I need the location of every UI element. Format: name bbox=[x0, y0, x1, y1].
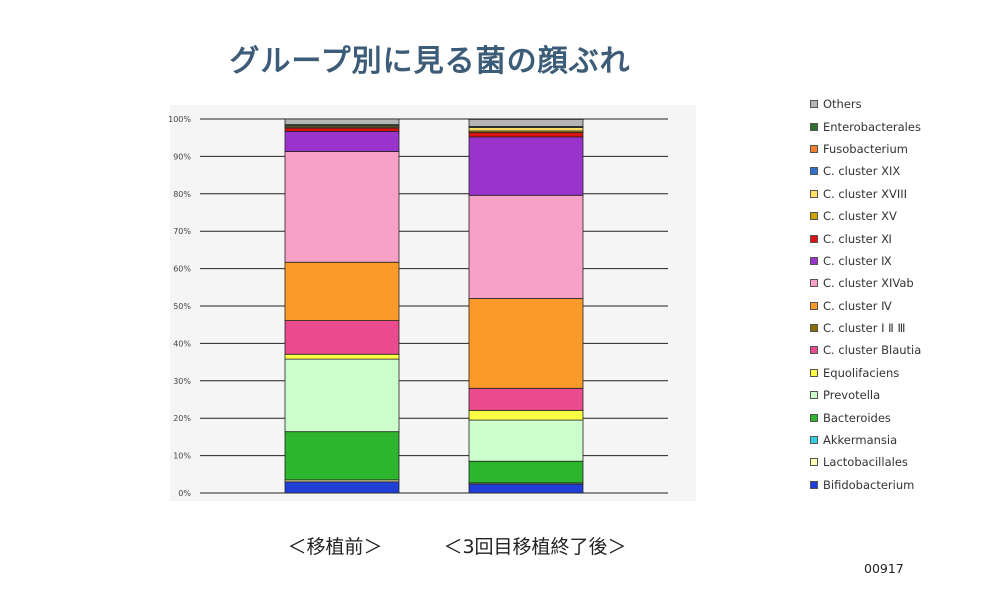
y-tick-label: 50% bbox=[173, 302, 191, 311]
bar-segment bbox=[284, 151, 400, 263]
bar-segment bbox=[284, 431, 400, 481]
bar-segment bbox=[284, 320, 400, 355]
legend-item: Others bbox=[810, 93, 921, 115]
x-category-after: ＜3回目移植終了後＞ bbox=[443, 536, 627, 558]
legend-item: Bacteroides bbox=[810, 406, 921, 428]
bar-segment bbox=[468, 483, 584, 494]
x-category-before: ＜移植前＞ bbox=[287, 536, 383, 558]
bar-segment bbox=[284, 353, 400, 360]
legend-item: C. cluster Ⅰ Ⅱ Ⅲ bbox=[810, 317, 921, 339]
bar-segment bbox=[468, 136, 584, 196]
legend-label: C. cluster Ⅸ bbox=[823, 253, 892, 268]
legend-swatch bbox=[810, 480, 818, 489]
legend-item: Enterobacterales bbox=[810, 115, 921, 137]
bar-segment bbox=[468, 419, 584, 462]
bar-segment bbox=[468, 409, 584, 421]
legend-swatch bbox=[810, 189, 818, 198]
legend-item: C. cluster Blautia bbox=[810, 339, 921, 361]
plot-background bbox=[170, 105, 696, 501]
legend-item: C. cluster XIVab bbox=[810, 272, 921, 294]
page-number: 00917 bbox=[864, 561, 904, 576]
bar-segment bbox=[468, 118, 584, 127]
legend-item: Prevotella bbox=[810, 384, 921, 406]
bar-stack bbox=[284, 118, 400, 494]
legend-label: C. cluster Blautia bbox=[823, 343, 922, 358]
legend-label: Others bbox=[823, 97, 862, 112]
bar-segment bbox=[284, 358, 400, 433]
legend-label: C. cluster XV bbox=[823, 209, 897, 224]
y-tick-label: 70% bbox=[173, 227, 191, 236]
y-tick-label: 0% bbox=[178, 489, 191, 498]
legend-swatch bbox=[810, 368, 818, 377]
legend-item: C. cluster XV bbox=[810, 205, 921, 227]
legend-swatch bbox=[810, 279, 818, 288]
bar-segment bbox=[468, 194, 584, 299]
bar-segment bbox=[468, 298, 584, 389]
legend-swatch bbox=[810, 458, 818, 467]
legend-label: Enterobacterales bbox=[823, 119, 921, 134]
chart-title: グループ別に見る菌の顔ぶれ bbox=[229, 44, 631, 79]
legend-label: Akkermansia bbox=[823, 433, 898, 448]
legend-swatch bbox=[810, 391, 818, 400]
legend-label: C. cluster XVIII bbox=[823, 186, 908, 201]
y-tick-label: 80% bbox=[173, 190, 191, 199]
legend-swatch bbox=[810, 167, 818, 176]
legend-label: C. cluster Ⅺ bbox=[823, 231, 892, 246]
legend-item: Fusobacterium bbox=[810, 138, 921, 160]
legend-label: C. cluster XIX bbox=[823, 164, 901, 179]
y-tick-label: 60% bbox=[173, 265, 191, 274]
bar-segment bbox=[284, 261, 400, 321]
y-tick-label: 30% bbox=[173, 377, 191, 386]
legend-label: Bifidobacterium bbox=[823, 477, 915, 492]
bar-segment bbox=[468, 460, 584, 484]
gridlines: 0% 10% 20% 30% 40% 50% 60% 70% 80% 90% 100% bbox=[168, 115, 668, 498]
legend-item: C. cluster XVIII bbox=[810, 183, 921, 205]
legend-label: C. cluster Ⅰ Ⅱ Ⅲ bbox=[823, 321, 906, 336]
y-tick-label: 10% bbox=[173, 452, 191, 461]
legend-swatch bbox=[810, 324, 818, 333]
y-tick-label: 90% bbox=[173, 152, 191, 161]
legend: Others Enterobacterales Fusobacterium C. cl… bbox=[810, 93, 921, 496]
legend-swatch bbox=[810, 256, 818, 265]
legend-label: C. cluster Ⅳ bbox=[823, 298, 892, 313]
legend-swatch bbox=[810, 436, 818, 445]
legend-item: Bifidobacterium bbox=[810, 474, 921, 496]
y-tick-label: 20% bbox=[173, 414, 191, 423]
legend-item: Equolifaciens bbox=[810, 362, 921, 384]
bar-segment bbox=[284, 127, 400, 132]
legend-item: Akkermansia bbox=[810, 429, 921, 451]
legend-swatch bbox=[810, 301, 818, 310]
legend-label: C. cluster XIVab bbox=[823, 276, 914, 291]
legend-item: C. cluster Ⅸ bbox=[810, 250, 921, 272]
legend-label: Fusobacterium bbox=[823, 141, 908, 156]
y-tick-label: 40% bbox=[173, 339, 191, 348]
legend-swatch bbox=[810, 234, 818, 243]
legend-label: Lactobacillales bbox=[823, 455, 908, 470]
legend-swatch bbox=[810, 100, 818, 109]
bars bbox=[284, 118, 584, 494]
legend-item: C. cluster Ⅳ bbox=[810, 295, 921, 317]
legend-label: Prevotella bbox=[823, 388, 881, 403]
bar-segment bbox=[284, 481, 400, 494]
legend-swatch bbox=[810, 346, 818, 355]
bar-stack bbox=[468, 118, 584, 494]
legend-swatch bbox=[810, 122, 818, 131]
legend-item: Lactobacillales bbox=[810, 451, 921, 473]
legend-swatch bbox=[810, 413, 818, 422]
legend-swatch bbox=[810, 144, 818, 153]
bar-segment bbox=[468, 132, 584, 138]
bar-segment bbox=[284, 130, 400, 152]
legend-swatch bbox=[810, 212, 818, 221]
bar-segment bbox=[468, 127, 584, 132]
bar-segment bbox=[284, 118, 400, 126]
legend-label: Bacteroides bbox=[823, 410, 891, 425]
y-tick-label: 100% bbox=[168, 115, 191, 124]
legend-item: C. cluster Ⅺ bbox=[810, 227, 921, 249]
bar-segment bbox=[468, 387, 584, 411]
legend-item: C. cluster XIX bbox=[810, 160, 921, 182]
legend-label: Equolifaciens bbox=[823, 365, 900, 380]
